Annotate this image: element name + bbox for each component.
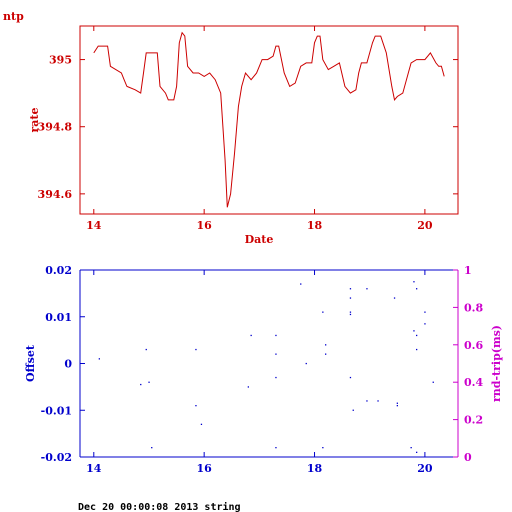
offset-point bbox=[247, 386, 249, 388]
offset-point bbox=[352, 409, 354, 411]
offset-point bbox=[200, 423, 203, 425]
offset-point bbox=[413, 281, 415, 283]
offset-point bbox=[275, 447, 277, 449]
offset-point bbox=[275, 334, 277, 337]
rate-chart: 14 16 18 20 394.6 394.8 395 Date rate bbox=[28, 25, 459, 246]
rtt-y-tick-label: 0.4 bbox=[464, 376, 483, 389]
offset-point bbox=[410, 447, 412, 449]
corner-label: ntp bbox=[3, 10, 24, 23]
rtt-y-axis-label: rnd-trip(ms) bbox=[490, 325, 503, 402]
rate-plot-frame bbox=[79, 25, 459, 215]
offset-point bbox=[396, 405, 398, 407]
rtt-y-tick-label: 0.2 bbox=[464, 414, 483, 427]
offset-point bbox=[424, 311, 426, 313]
rate-x-tick-label: 18 bbox=[307, 219, 323, 232]
offset-point bbox=[275, 376, 277, 379]
offset-x-tick-label: 20 bbox=[417, 462, 433, 475]
offset-point bbox=[322, 311, 324, 313]
offset-point bbox=[349, 313, 352, 316]
offset-x-tick-label: 18 bbox=[307, 462, 323, 475]
offset-y-axis-label: Offset bbox=[24, 344, 37, 382]
rate-y-tick-label: 394.6 bbox=[38, 188, 73, 201]
offset-y-tick-label: 0.02 bbox=[45, 264, 72, 277]
offset-point bbox=[424, 323, 426, 325]
offset-y-tick-label: -0.02 bbox=[41, 451, 72, 464]
offset-point bbox=[275, 353, 277, 355]
offset-point bbox=[195, 405, 197, 407]
rtt-y-tick-label: 0.6 bbox=[464, 339, 483, 352]
offset-chart: 14 16 18 20 -0.02 -0.01 0 0.01 0.02 0 0.2 0.4 0.6 0.8… bbox=[24, 264, 503, 475]
rtt-y-tick-label: 0.8 bbox=[464, 301, 483, 314]
offset-point bbox=[148, 381, 150, 383]
offset-y-tick-label: 0 bbox=[64, 358, 72, 371]
offset-point bbox=[325, 344, 327, 346]
offset-point bbox=[377, 400, 379, 402]
rate-y-tick-label: 394.8 bbox=[38, 121, 73, 134]
offset-point bbox=[366, 288, 368, 290]
rate-y-axis-label: rate bbox=[28, 107, 41, 132]
offset-point bbox=[349, 376, 352, 379]
offset-point bbox=[413, 330, 415, 332]
rate-x-tick-label: 16 bbox=[197, 219, 213, 232]
offset-y-tick-label: -0.01 bbox=[41, 404, 72, 417]
offset-point bbox=[416, 451, 418, 453]
offset-point bbox=[349, 297, 352, 299]
offset-point bbox=[250, 334, 252, 337]
offset-point bbox=[396, 402, 398, 404]
rate-series-line bbox=[93, 31, 445, 208]
offset-point bbox=[349, 311, 352, 313]
offset-point bbox=[305, 362, 307, 365]
offset-point bbox=[195, 348, 197, 351]
offset-x-tick-label: 16 bbox=[197, 462, 213, 475]
offset-point bbox=[416, 348, 418, 351]
offset-point bbox=[349, 288, 352, 290]
rtt-y-tick-label: 0 bbox=[464, 451, 472, 464]
offset-point bbox=[393, 297, 396, 299]
offset-x-tick-label: 14 bbox=[86, 462, 102, 475]
offset-point bbox=[98, 358, 100, 360]
offset-point bbox=[416, 334, 418, 337]
offset-point bbox=[140, 383, 142, 386]
offset-point bbox=[151, 447, 153, 449]
rate-y-tick-label: 395 bbox=[49, 54, 72, 67]
offset-point bbox=[145, 348, 147, 351]
offset-point bbox=[416, 288, 418, 290]
offset-point bbox=[325, 353, 327, 355]
offset-point bbox=[300, 283, 302, 285]
offset-point bbox=[366, 400, 368, 402]
rtt-y-tick-label: 1 bbox=[464, 264, 472, 277]
offset-point bbox=[432, 381, 434, 383]
rate-x-axis-label: Date bbox=[245, 233, 274, 246]
offset-point bbox=[322, 447, 324, 449]
rate-x-tick-label: 20 bbox=[417, 219, 433, 232]
offset-y-tick-label: 0.01 bbox=[45, 311, 72, 324]
footer-timestamp: Dec 20 00:00:08 2013 string bbox=[78, 501, 241, 512]
rate-x-tick-label: 14 bbox=[86, 219, 102, 232]
